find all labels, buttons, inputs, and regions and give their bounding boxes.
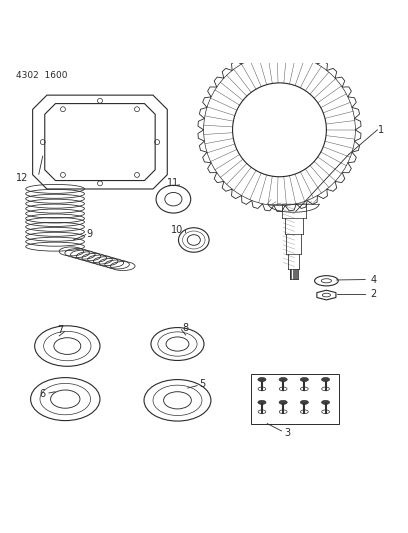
Ellipse shape — [258, 377, 266, 382]
Ellipse shape — [258, 400, 266, 405]
Ellipse shape — [300, 400, 308, 405]
Text: 6: 6 — [40, 389, 46, 399]
Text: 11: 11 — [167, 178, 180, 188]
Ellipse shape — [322, 400, 330, 405]
Text: 4: 4 — [370, 274, 377, 285]
Text: 8: 8 — [182, 322, 189, 333]
Text: 10: 10 — [171, 225, 184, 235]
Ellipse shape — [322, 377, 330, 382]
Text: 4302  1600: 4302 1600 — [16, 71, 68, 80]
Text: 12: 12 — [16, 173, 29, 183]
Ellipse shape — [279, 400, 287, 405]
Ellipse shape — [279, 377, 287, 382]
Text: 7: 7 — [57, 325, 64, 335]
Ellipse shape — [300, 377, 308, 382]
Text: 2: 2 — [370, 289, 377, 299]
Text: 9: 9 — [86, 229, 93, 239]
Text: 1: 1 — [378, 125, 385, 135]
Text: 5: 5 — [199, 378, 205, 389]
Text: 3: 3 — [284, 428, 291, 438]
